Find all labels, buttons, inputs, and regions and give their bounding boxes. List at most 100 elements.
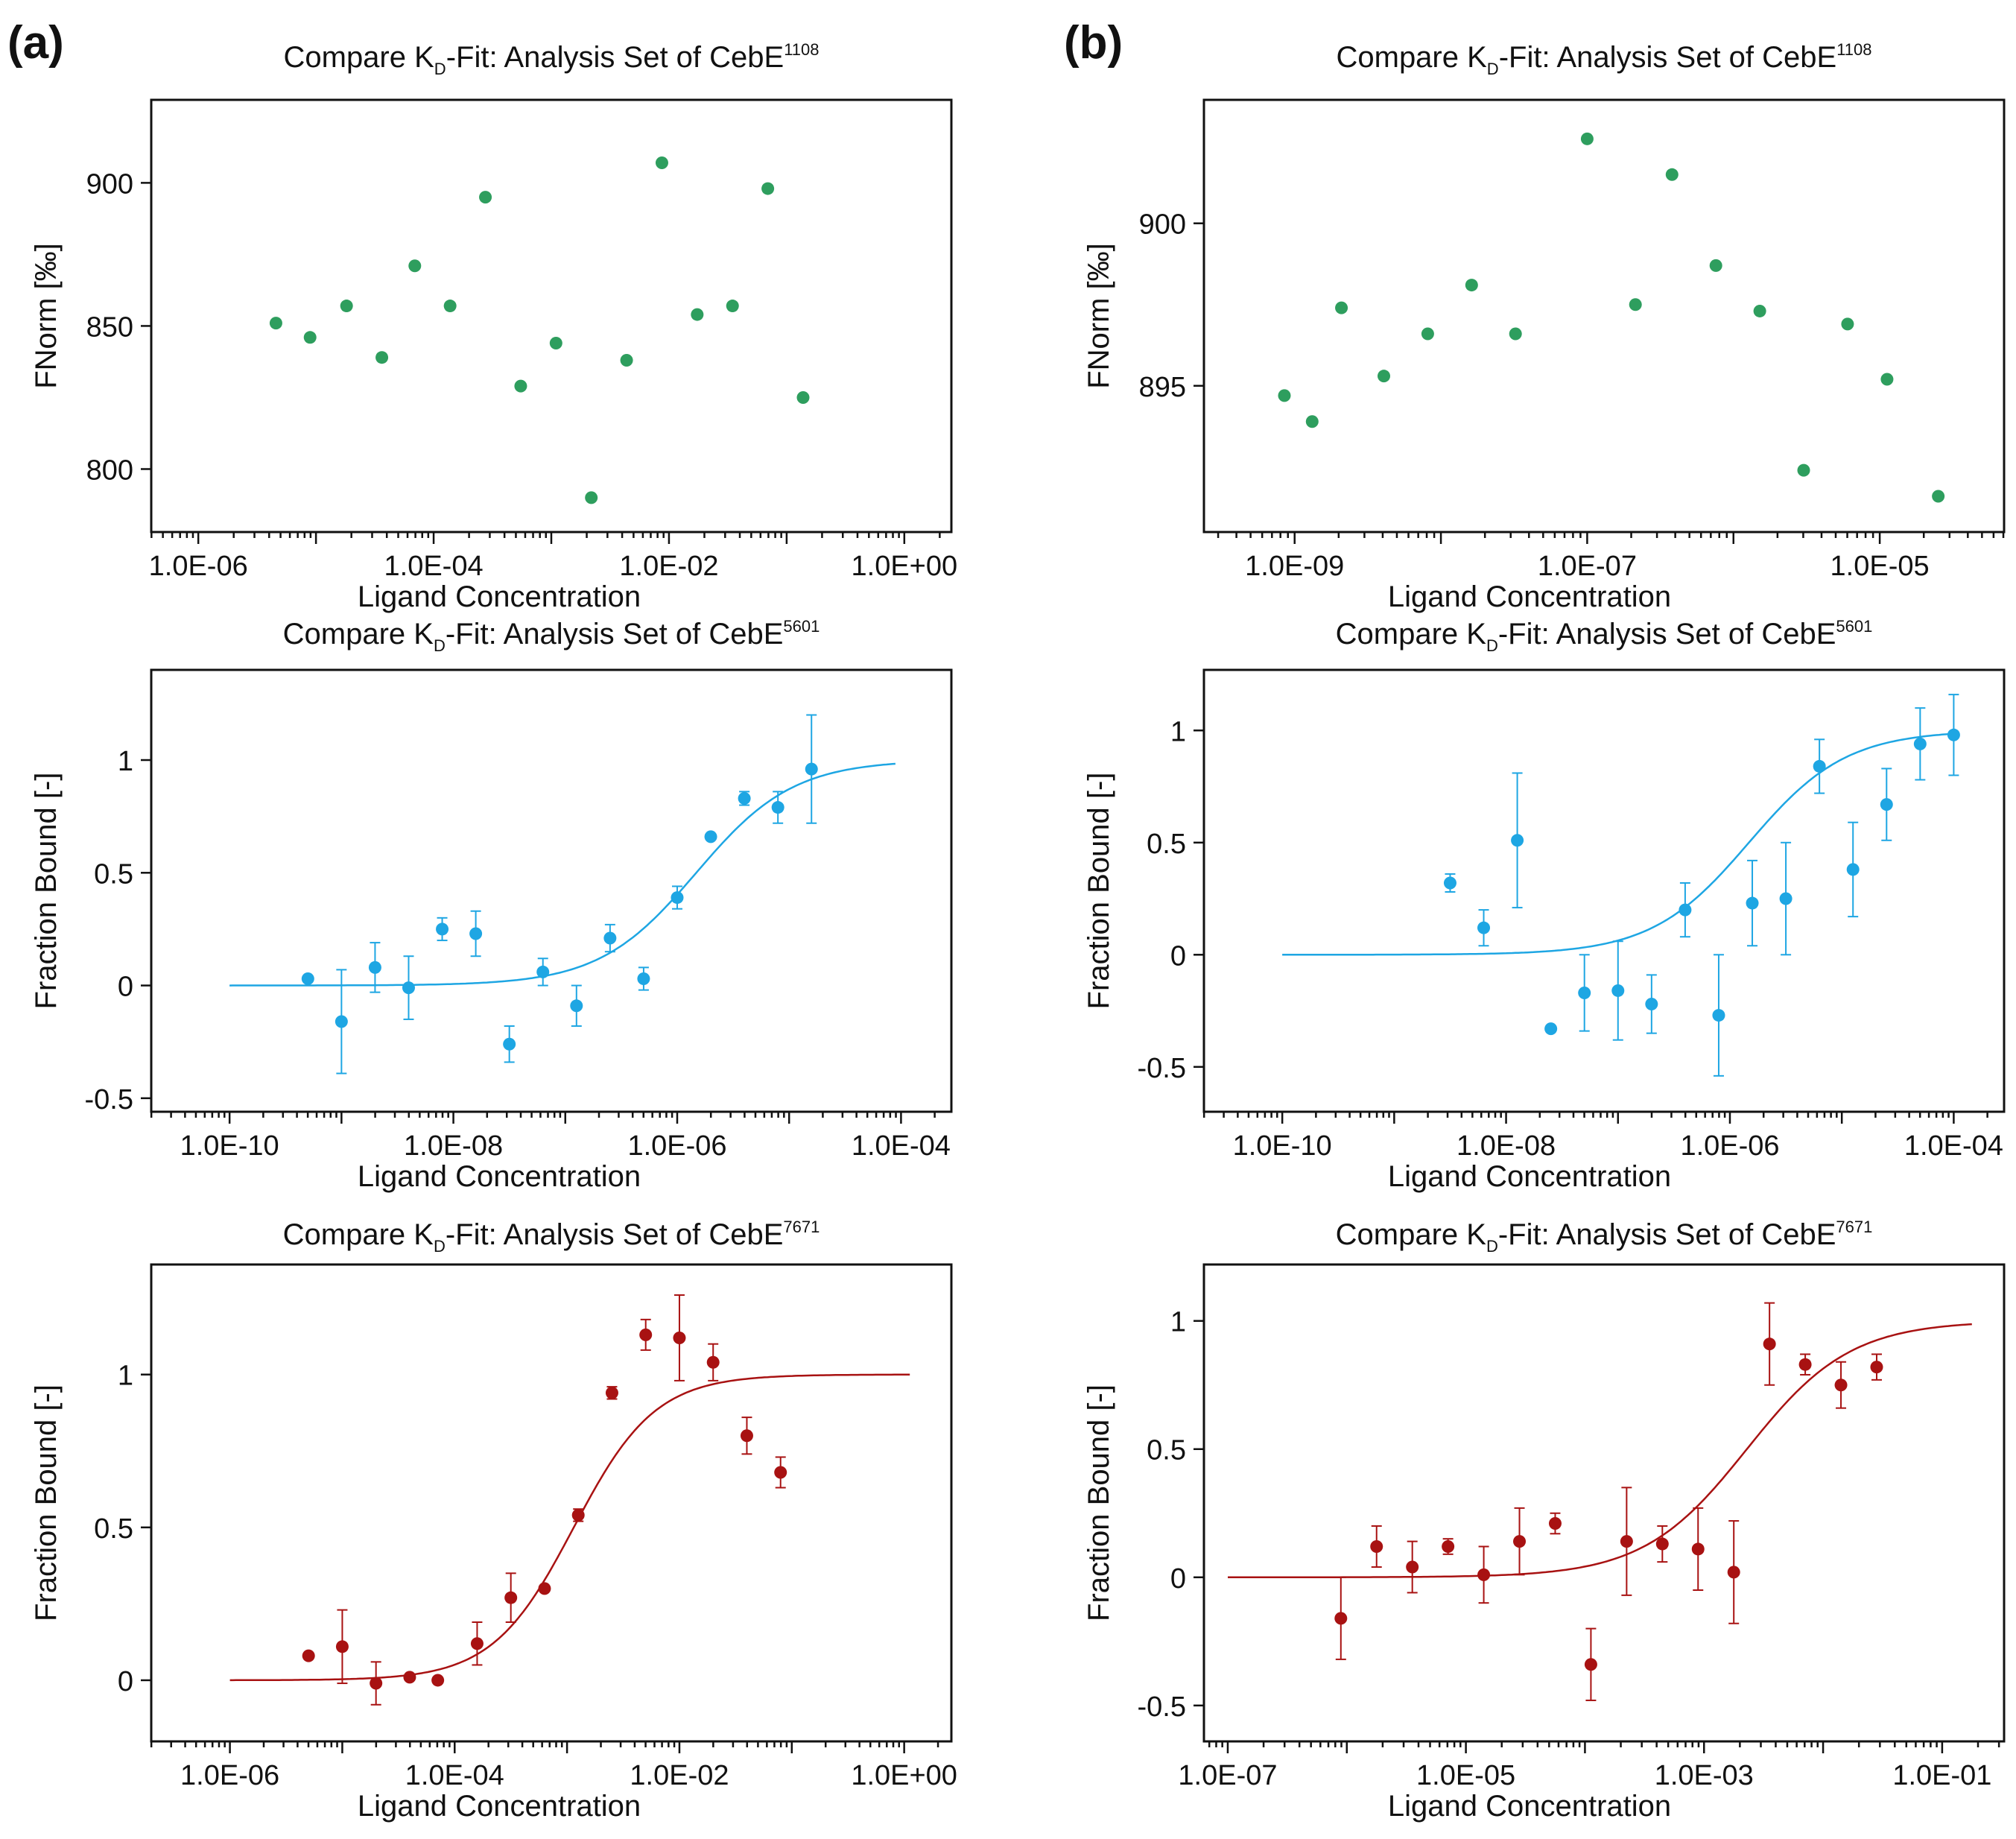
data-point bbox=[514, 379, 527, 393]
data-point bbox=[1841, 317, 1854, 331]
data-point bbox=[738, 791, 751, 805]
y-tick-label: 900 bbox=[86, 168, 133, 200]
data-point bbox=[1465, 279, 1478, 292]
x-tick-label: 1.0E-02 bbox=[619, 551, 718, 582]
data-point bbox=[673, 1331, 686, 1344]
data-point bbox=[1578, 986, 1591, 999]
x-axis-label: Ligand Concentration bbox=[358, 1790, 641, 1823]
chart-title: Compare KD-Fit: Analysis Set of CebE5601 bbox=[283, 617, 820, 655]
panel-label-b: (b) bbox=[1064, 17, 1123, 69]
chart-b3: Compare KD-Fit: Analysis Set of CebE7671… bbox=[1083, 1218, 2006, 1823]
y-tick-label: -0.5 bbox=[1138, 1691, 1186, 1723]
title-superscript: 1108 bbox=[1836, 40, 1871, 59]
data-point bbox=[1620, 1535, 1633, 1548]
x-axis-label: Ligand Concentration bbox=[1388, 580, 1671, 613]
x-tick-label: 1.0E-05 bbox=[1830, 551, 1930, 582]
data-point bbox=[637, 972, 650, 985]
data-point bbox=[740, 1429, 753, 1443]
data-point bbox=[1477, 1568, 1491, 1581]
title-rest: -Fit: Analysis Set of CebE bbox=[1499, 41, 1837, 74]
data-point bbox=[1334, 1612, 1348, 1625]
x-tick-label: 1.0E-02 bbox=[630, 1760, 729, 1791]
data-point bbox=[1880, 373, 1894, 386]
data-point bbox=[1278, 389, 1291, 402]
data-point bbox=[1511, 834, 1524, 847]
x-axis-label: Ligand Concentration bbox=[358, 580, 641, 613]
data-point bbox=[704, 830, 717, 843]
data-point bbox=[761, 182, 775, 195]
title-subscript: D bbox=[1486, 636, 1498, 655]
title-rest: -Fit: Analysis Set of CebE bbox=[446, 618, 784, 651]
chart-title: Compare KD-Fit: Analysis Set of CebE7671 bbox=[1336, 1218, 1873, 1256]
data-point bbox=[335, 1015, 348, 1028]
y-tick-label: 1 bbox=[1170, 1307, 1186, 1338]
data-point bbox=[1870, 1361, 1883, 1374]
data-point bbox=[1584, 1658, 1597, 1671]
data-point bbox=[1305, 415, 1319, 428]
data-point bbox=[726, 300, 739, 313]
x-axis-label: Ligand Concentration bbox=[1388, 1160, 1671, 1193]
data-point bbox=[1947, 728, 1960, 741]
title-superscript: 7671 bbox=[1836, 1218, 1872, 1236]
y-tick-label: 0 bbox=[1170, 940, 1186, 972]
plot-frame bbox=[1202, 1263, 2006, 1743]
data-point bbox=[1645, 998, 1658, 1011]
title-main: Compare K bbox=[1336, 618, 1487, 651]
chart-title: Compare KD-Fit: Analysis Set of CebE1108 bbox=[283, 40, 819, 78]
data-point bbox=[403, 1671, 416, 1684]
x-axis-label: Ligand Concentration bbox=[358, 1160, 641, 1193]
y-tick-label: -0.5 bbox=[1138, 1053, 1186, 1084]
data-point bbox=[1580, 132, 1594, 145]
x-tick-label: 1.0E-10 bbox=[180, 1130, 279, 1162]
data-point bbox=[302, 1649, 315, 1662]
data-point bbox=[771, 801, 784, 814]
data-point bbox=[469, 927, 483, 940]
chart-a2: Compare KD-Fit: Analysis Set of CebE5601… bbox=[30, 617, 953, 1193]
y-tick-label: 0 bbox=[118, 972, 133, 1003]
y-axis-label: Fraction Bound [-] bbox=[30, 1384, 63, 1621]
x-tick-label: 1.0E-04 bbox=[1904, 1130, 2003, 1162]
y-tick-label: 0 bbox=[118, 1666, 133, 1697]
data-point bbox=[402, 981, 415, 995]
data-point bbox=[370, 1677, 383, 1690]
chart-title: Compare KD-Fit: Analysis Set of CebE7671 bbox=[283, 1218, 820, 1256]
x-tick-label: 1.0E-04 bbox=[852, 1130, 951, 1162]
data-point bbox=[549, 336, 562, 349]
data-point bbox=[1443, 876, 1456, 890]
chart-a3: Compare KD-Fit: Analysis Set of CebE7671… bbox=[30, 1218, 957, 1823]
data-point bbox=[1378, 370, 1391, 383]
data-point bbox=[1513, 1535, 1527, 1548]
y-tick-label: 895 bbox=[1139, 372, 1186, 403]
title-main: Compare K bbox=[1336, 1218, 1487, 1251]
x-tick-label: 1.0E-08 bbox=[404, 1130, 503, 1162]
plot-frame bbox=[1202, 668, 2006, 1113]
panel-label-a: (a) bbox=[7, 17, 64, 69]
data-point bbox=[1727, 1566, 1740, 1579]
data-point bbox=[1629, 298, 1642, 311]
data-point bbox=[368, 960, 381, 974]
data-point bbox=[1913, 737, 1927, 750]
y-axis-label: FNorm [‰] bbox=[30, 243, 63, 389]
x-tick-label: 1.0E-06 bbox=[1680, 1130, 1779, 1162]
data-point bbox=[1509, 327, 1522, 341]
data-point bbox=[1746, 896, 1759, 910]
data-point bbox=[1691, 1542, 1705, 1556]
y-tick-label: 0.5 bbox=[94, 858, 133, 890]
x-tick-label: 1.0E-03 bbox=[1655, 1760, 1754, 1791]
data-point bbox=[585, 491, 598, 504]
data-point bbox=[796, 390, 810, 404]
y-tick-label: 800 bbox=[86, 455, 133, 486]
data-point bbox=[1335, 301, 1348, 314]
data-point bbox=[269, 317, 282, 330]
x-tick-label: 1.0E-10 bbox=[1233, 1130, 1332, 1162]
data-point bbox=[1709, 259, 1722, 272]
x-tick-label: 1.0E-01 bbox=[1892, 1760, 1991, 1791]
data-point bbox=[1544, 1022, 1558, 1036]
x-tick-label: 1.0E-09 bbox=[1245, 551, 1344, 582]
x-tick-label: 1.0E-06 bbox=[180, 1760, 279, 1791]
data-point bbox=[303, 331, 317, 344]
x-tick-label: 1.0E-06 bbox=[627, 1130, 726, 1162]
data-point bbox=[1880, 798, 1893, 811]
title-subscript: D bbox=[1487, 60, 1499, 78]
x-tick-label: 1.0E-06 bbox=[149, 551, 248, 582]
